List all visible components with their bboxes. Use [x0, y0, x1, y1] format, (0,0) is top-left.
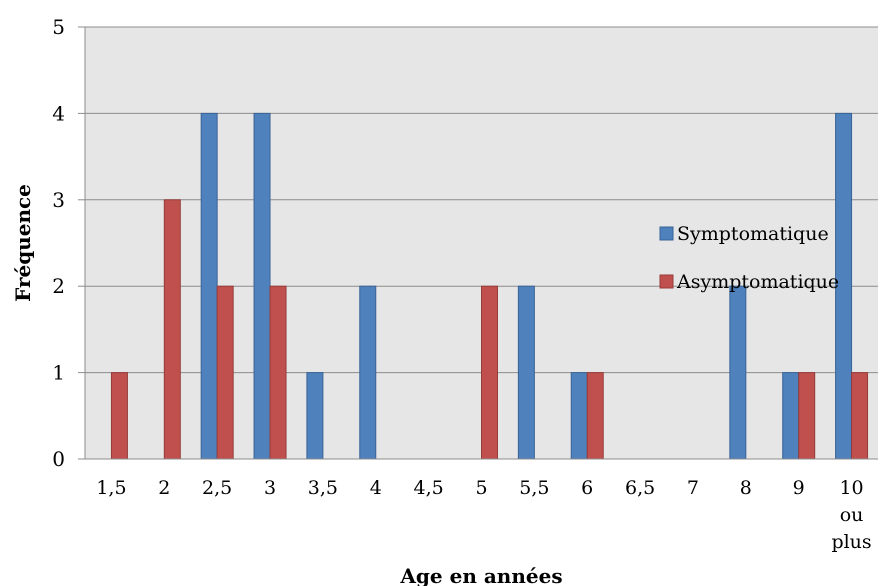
- x-tick-label: 8: [740, 477, 752, 499]
- bar-asymptomatique-13: [798, 372, 816, 460]
- x-tick-label: 7: [687, 477, 699, 499]
- bar-symptomatique-4: [306, 372, 324, 460]
- y-tick-label: 3: [52, 188, 65, 212]
- bar-symptomatique-2: [200, 112, 218, 460]
- x-tick-label: 9: [793, 477, 805, 499]
- bar-symptomatique-5: [359, 285, 377, 460]
- bar-asymptomatique-3: [269, 285, 287, 460]
- y-tick-labels: 0 1 2 3 4 5: [52, 15, 65, 471]
- x-tick-label: 3: [264, 477, 276, 499]
- legend-label-asymptomatique: Asymptomatique: [676, 271, 839, 293]
- bar-symptomatique-9: [570, 372, 588, 460]
- x-tick-label: 2,5: [202, 477, 232, 499]
- x-tick-labels: 1,5 2 2,5 3 3,5 4 4,5 5 5,5 6 6,5 7 8 9 10 ou plus: [96, 477, 871, 553]
- x-tick-label: 1,5: [96, 477, 126, 499]
- bar-symptomatique-12: [729, 285, 747, 460]
- bar-symptomatique-13: [782, 372, 800, 460]
- bar-symptomatique-8: [517, 285, 535, 460]
- bar-asymptomatique-1: [163, 199, 181, 460]
- x-axis-title: Age en années: [399, 564, 562, 586]
- bar-asymptomatique-7: [481, 285, 498, 460]
- y-tick-label: 2: [52, 274, 65, 298]
- bar-asymptomatique-14: [851, 372, 869, 460]
- legend-swatch-symptomatique: [659, 226, 674, 241]
- x-tick-label: 6: [581, 477, 593, 499]
- y-axis-title: Fréquence: [11, 184, 35, 302]
- x-tick-label: 5,5: [519, 477, 549, 499]
- x-tick-label: 3,5: [308, 477, 338, 499]
- bar-asymptomatique-0: [110, 372, 128, 460]
- bar-symptomatique-3: [253, 112, 271, 460]
- x-tick-label: 6,5: [625, 477, 655, 499]
- x-tick-label: 5: [475, 477, 487, 499]
- x-tick-label: 4: [370, 477, 382, 499]
- x-tick-label: 4,5: [414, 477, 444, 499]
- legend-label-symptomatique: Symptomatique: [677, 223, 829, 245]
- bar-asymptomatique-2: [216, 285, 234, 460]
- legend: Symptomatique Asymptomatique: [659, 223, 839, 293]
- legend-swatch-asymptomatique: [659, 274, 674, 289]
- x-tick-label: 2: [158, 477, 170, 499]
- y-tick-label: 4: [52, 101, 65, 125]
- y-tick-label: 1: [52, 361, 65, 385]
- y-tick-label: 5: [52, 15, 65, 39]
- bar-asymptomatique-9: [586, 372, 604, 460]
- bars: [110, 112, 869, 460]
- x-tick-label: 10 ou plus: [831, 477, 871, 553]
- axes: [84, 27, 878, 460]
- y-tick-label: 0: [52, 447, 65, 471]
